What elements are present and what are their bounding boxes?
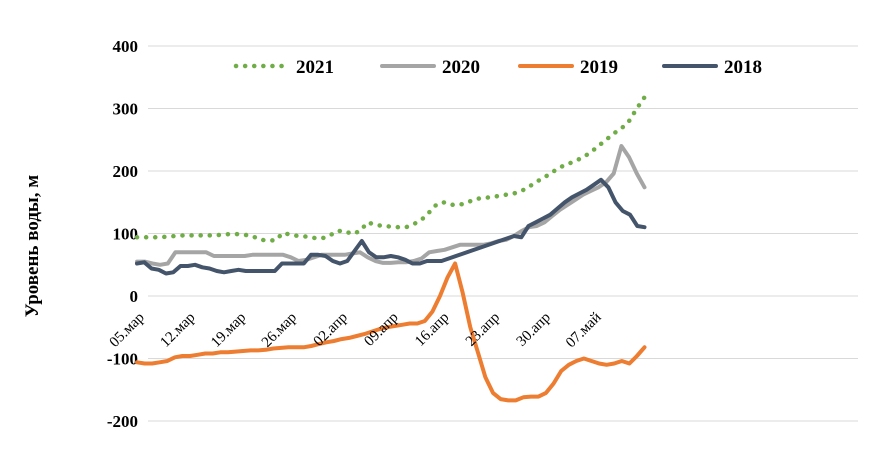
x-tick-label: 02.апр — [311, 310, 351, 350]
series-line-2018 — [135, 177, 647, 276]
series-line-2021 — [134, 95, 647, 243]
y-tick-label: 0 — [130, 287, 139, 306]
legend: 2021 2020 2019 2018 — [233, 57, 762, 78]
legend-label-2021: 2021 — [296, 57, 334, 78]
x-tick-label: 12.мар — [157, 310, 198, 351]
x-tick-label: 05.мар — [107, 310, 148, 351]
y-tick-label: 100 — [113, 225, 139, 244]
x-tick-label: 16.апр — [412, 310, 452, 350]
x-axis-ticks: 05.мар 12.мар 19.мар 26.мар 02.апр 09.апр 16.а… — [107, 310, 605, 352]
y-axis-ticks: 400 300 200 100 0 -100 -200 — [107, 37, 138, 431]
legend-label-2019: 2019 — [580, 57, 618, 78]
x-tick-label: 07.май — [563, 310, 605, 352]
x-tick-label: 26.мар — [259, 310, 300, 351]
legend-label-2020: 2020 — [442, 57, 480, 78]
y-tick-label: -100 — [107, 350, 138, 369]
x-tick-label: 09.апр — [361, 310, 401, 350]
x-tick-label: 30.апр — [514, 310, 554, 350]
gridlines — [148, 45, 858, 422]
x-tick-label: 19.мар — [208, 310, 249, 351]
series-lines — [134, 95, 647, 403]
series-line-2020 — [135, 144, 647, 267]
legend-label-2018: 2018 — [724, 57, 762, 78]
y-axis-label: Уровень воды, м — [22, 175, 43, 317]
series-line-2019 — [135, 261, 647, 403]
y-tick-label: 200 — [113, 162, 139, 181]
y-tick-label: 400 — [113, 37, 139, 56]
y-tick-label: 300 — [113, 100, 139, 119]
y-tick-label: -200 — [107, 412, 138, 431]
